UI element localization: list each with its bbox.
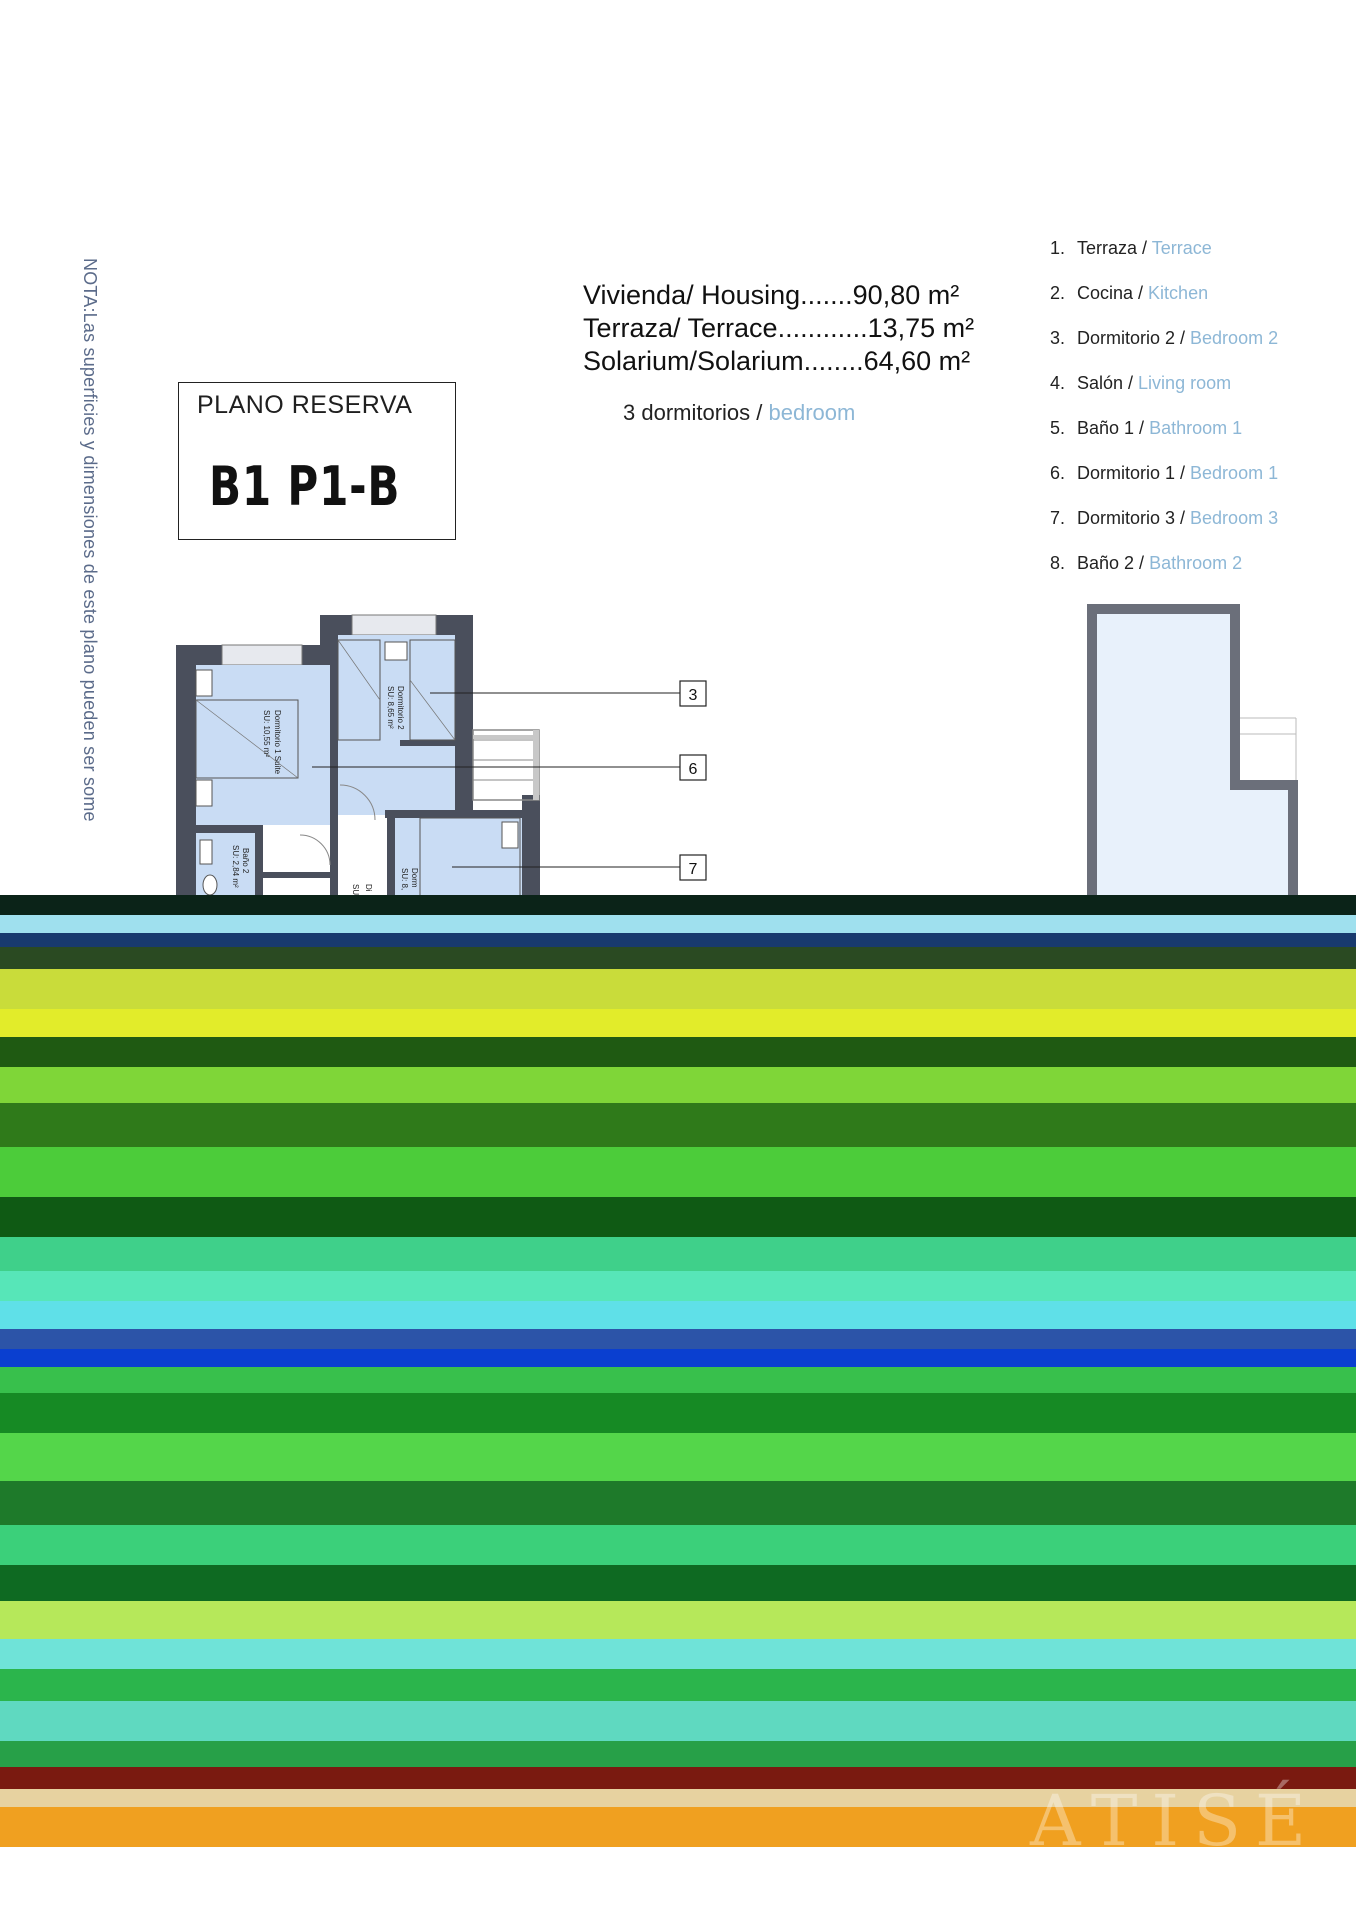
- callout-6: 6: [689, 761, 698, 778]
- legend-num: 1.: [1050, 238, 1066, 258]
- room-area-bedroom2: SU: 8,65 m²: [386, 686, 395, 729]
- bedroom-count-es: 3 dormitorios /: [623, 400, 769, 425]
- room-label-cut-a: Di: [364, 884, 373, 892]
- legend-num: 7.: [1050, 508, 1066, 528]
- legend-item: 3. Dormitorio 2 / Bedroom 2: [1050, 326, 1278, 371]
- legend-item: 7. Dormitorio 3 / Bedroom 3: [1050, 506, 1278, 551]
- legend-es: Baño 2 /: [1077, 553, 1150, 573]
- legend-en: Kitchen: [1148, 283, 1209, 303]
- room-label-bath2: Baño 2: [241, 848, 250, 874]
- legend-num: 6.: [1050, 463, 1066, 483]
- legend-es: Cocina /: [1077, 283, 1149, 303]
- legend-en: Bedroom 1: [1190, 463, 1279, 483]
- room-label-bedroom3: Dorm: [410, 868, 419, 888]
- room-area-bedroom3: SU: 8,: [400, 868, 409, 890]
- room-label-bedroom2: Dormitorio 2: [396, 686, 405, 730]
- legend-es: Dormitorio 3 /: [1077, 508, 1191, 528]
- legend-item: 1. Terraza / Terrace: [1050, 236, 1278, 281]
- legend-en: Living room: [1138, 373, 1232, 393]
- floor-plan: Dormitorio 1 Suite SU: 10,55 m² Dormitor…: [176, 604, 1298, 900]
- legend-en: Bathroom 2: [1149, 553, 1243, 573]
- reservation-box: PLANO RESERVA B1 P1-B: [178, 382, 456, 540]
- surface-housing: Vivienda/ Housing.......90,80 m²: [583, 280, 960, 310]
- callout-3: 3: [689, 687, 698, 704]
- legend-num: 2.: [1050, 283, 1066, 303]
- watermark-logo: ATISÉ: [1030, 1780, 1321, 1862]
- legend-num: 5.: [1050, 418, 1066, 438]
- legend-es: Dormitorio 1 /: [1077, 463, 1191, 483]
- reservation-code: B1 P1-B: [209, 455, 401, 518]
- legend-es: Baño 1 /: [1077, 418, 1150, 438]
- room-label-cut-b: SU: [351, 884, 360, 895]
- legend-es: Dormitorio 2 /: [1077, 328, 1191, 348]
- surface-terrace: Terraza/ Terrace............13,75 m²: [583, 313, 975, 343]
- legend-item: 4. Salón / Living room: [1050, 371, 1278, 416]
- legend-item: 5. Baño 1 / Bathroom 1: [1050, 416, 1278, 461]
- surface-solarium: Solarium/Solarium........64,60 m²: [583, 346, 971, 376]
- room-area-bath2: SU: 2,84 m²: [231, 845, 240, 888]
- watermark-subtitle: REAL ESTATE: [1072, 1892, 1284, 1911]
- reservation-title: PLANO RESERVA: [197, 391, 413, 419]
- legend-en: Bathroom 1: [1149, 418, 1243, 438]
- legend-es: Terraza /: [1077, 238, 1152, 258]
- room-area-bedroom1: SU: 10,55 m²: [262, 710, 271, 757]
- room-label-bedroom1: Dormitorio 1 Suite: [273, 710, 282, 775]
- room-legend: 1. Terraza / Terrace 2. Cocina / Kitchen 3…: [1050, 236, 1278, 596]
- callout-7: 7: [689, 861, 698, 878]
- legend-item: 2. Cocina / Kitchen: [1050, 281, 1278, 326]
- legend-num: 3.: [1050, 328, 1066, 348]
- bedroom-count-en: bedroom: [768, 400, 856, 425]
- legend-num: 4.: [1050, 373, 1066, 393]
- legend-en: Bedroom 2: [1190, 328, 1279, 348]
- corrupted-image-area: [0, 895, 1356, 1920]
- legend-item: 8. Baño 2 / Bathroom 2: [1050, 551, 1278, 596]
- legend-es: Salón /: [1077, 373, 1139, 393]
- legend-item: 6. Dormitorio 1 / Bedroom 1: [1050, 461, 1278, 506]
- bedroom-count: 3 dormitorios / bedroom: [623, 400, 855, 426]
- legend-en: Bedroom 3: [1190, 508, 1279, 528]
- legend-en: Terrace: [1151, 238, 1212, 258]
- legend-num: 8.: [1050, 553, 1066, 573]
